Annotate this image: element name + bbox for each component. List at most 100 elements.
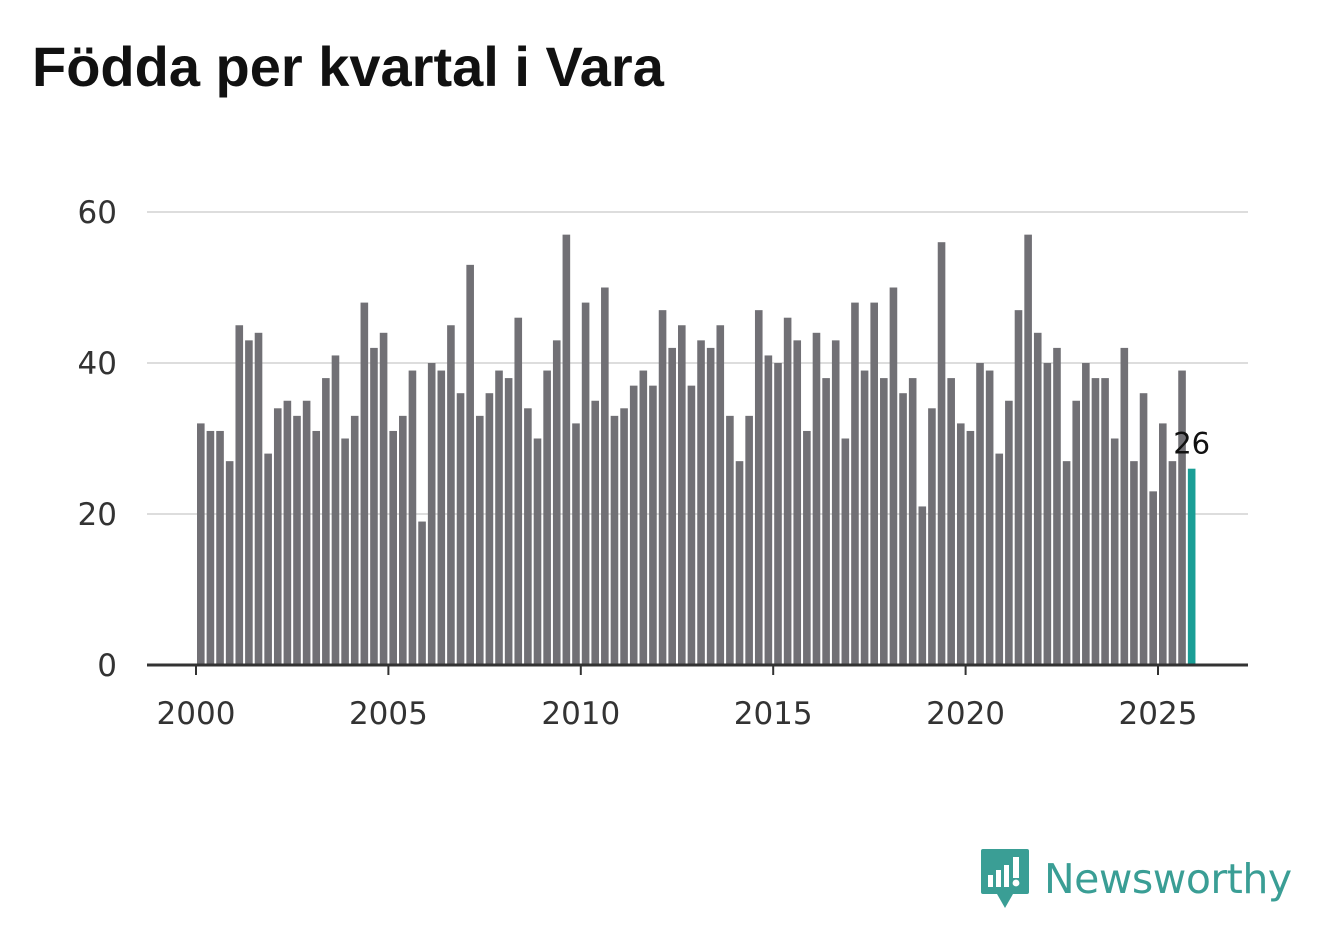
newsworthy-logo-icon [981,849,1029,908]
bar [533,438,542,665]
bar [427,363,436,665]
bar [572,423,580,665]
y-tick-label: 60 [78,195,117,231]
bar [822,378,830,665]
bar [610,415,619,665]
bar [870,302,878,665]
bar [783,317,792,665]
bar [1053,347,1061,665]
bar [918,506,927,665]
bar [456,393,465,665]
bar [504,378,513,665]
bar [475,415,484,665]
bar [1005,400,1013,665]
x-tick-label: 2005 [349,696,428,732]
bar [812,332,821,665]
bar [1082,363,1090,665]
bar [678,325,686,665]
bar [899,393,907,665]
bar [601,287,609,665]
bar [1168,461,1177,665]
bar [880,378,888,665]
bar [216,430,224,665]
bar [341,438,349,665]
bar [552,340,561,665]
bar [514,317,523,665]
bar [649,385,657,665]
bar [322,378,330,665]
bar [764,355,773,665]
bar [379,332,388,665]
bar [803,430,811,665]
bar [389,430,397,665]
y-tick-label: 0 [97,648,117,684]
x-tick-label: 2020 [926,696,1005,732]
bar [283,400,292,665]
bar [658,310,667,665]
bar [908,378,917,665]
bar [639,370,648,665]
bar [774,363,782,665]
x-tick-label: 2025 [1119,696,1198,732]
axes: 0 20 40 60 2000 2005 2010 2015 2020 2025 [78,195,1248,732]
bar [1091,378,1100,665]
bar [831,340,840,665]
bar [697,340,705,665]
data-label: 26 [1173,427,1210,461]
bar [1072,400,1081,665]
newsworthy-logo: Newsworthy [980,848,1292,910]
bar [485,393,494,665]
bar [206,430,215,665]
bar [620,408,628,665]
bar [495,370,503,665]
bar [293,415,301,665]
bar [851,302,859,665]
bar [754,310,763,665]
bar [418,521,426,665]
bar [706,347,715,665]
bar [1178,370,1186,665]
chart-title: Födda per kvartal i Vara [32,35,664,98]
bar [1043,363,1052,665]
y-tick-label: 40 [78,346,117,382]
bar [235,325,244,665]
x-tick-label: 2010 [541,696,620,732]
x-tick-label: 2015 [734,696,813,732]
bar [591,400,600,665]
bar [447,325,455,665]
bar [543,370,551,665]
bar [1139,393,1148,665]
bar [985,370,994,665]
bar [956,423,965,665]
y-tick-label: 20 [78,497,117,533]
bar [966,430,975,665]
bar [687,385,696,665]
bar [1149,491,1157,665]
bar [1033,332,1042,665]
bar [408,370,417,665]
bar [466,264,474,665]
bar [976,363,984,665]
bar [437,370,446,665]
bar [668,347,676,665]
bar [1159,423,1167,665]
bar [947,378,955,665]
bar [1062,461,1071,665]
bar [562,234,571,665]
bar [264,453,272,665]
bar [841,438,850,665]
bar [716,325,725,665]
bar [312,430,321,665]
bar [937,242,946,665]
bar [245,340,253,665]
bar [581,302,590,665]
bar [889,287,898,665]
bar [302,400,311,665]
bars: 26 [197,234,1210,665]
bar [524,408,532,665]
bar [1101,378,1109,665]
bar [735,461,744,665]
bar [370,347,378,665]
